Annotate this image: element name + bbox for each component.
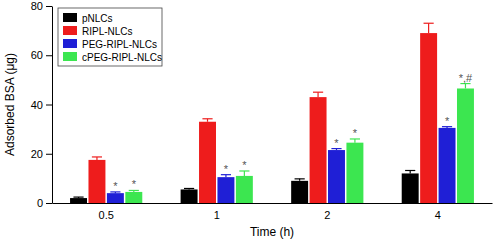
y-tick-mark [46, 6, 52, 7]
significance-label: * [334, 137, 339, 149]
y-tick-mark [46, 203, 52, 204]
plot: 0 20 40 60 80 0.5 1 2 4 * * * * * * * *,# pNLCs RIPL-NLCs P… [31, 0, 493, 221]
legend-item: cPEG-RIPL-NLCs [63, 52, 162, 63]
y-tick-label: 40 [31, 99, 43, 111]
y-tick-label: 0 [37, 197, 43, 209]
bar [236, 176, 253, 203]
chart: 0 20 40 60 80 0.5 1 2 4 * * * * * * * *,# pNLCs RIPL-NLCs P… [0, 0, 500, 241]
legend-swatch [63, 52, 77, 61]
error-bar [244, 171, 245, 176]
bar [70, 198, 87, 203]
significance-label: *,# [459, 72, 473, 84]
error-cap [184, 188, 194, 189]
x-tick-label: 1 [214, 209, 220, 221]
series [125, 84, 474, 203]
y-tick-label: 80 [31, 0, 43, 12]
y-tick-mark [46, 154, 52, 155]
legend-swatch [63, 13, 77, 22]
x-tick: 2 [324, 203, 330, 221]
y-tick-mark [46, 105, 52, 106]
bar [291, 181, 308, 203]
error-bar [317, 92, 318, 97]
legend-swatch [63, 26, 77, 35]
x-tick: 1 [214, 203, 220, 221]
y-axis: 0 20 40 60 80 [31, 0, 53, 209]
legend-item: RIPL-NLCs [63, 26, 133, 37]
series [107, 127, 456, 203]
significance-label: * [242, 159, 247, 171]
y-axis-title: Adsorbed BSA (μg) [3, 53, 17, 156]
y-axis-line [52, 7, 53, 204]
y-tick-label: 60 [31, 49, 43, 61]
bar [328, 150, 345, 203]
bar [181, 189, 198, 203]
legend-label: cPEG-RIPL-NLCs [82, 52, 162, 63]
error-cap [92, 156, 102, 157]
series [70, 170, 419, 203]
bar [125, 192, 142, 203]
x-tick-label: 4 [435, 209, 441, 221]
bar [310, 97, 327, 203]
bar [199, 122, 216, 203]
bar [439, 128, 456, 203]
legend: pNLCs RIPL-NLCs PEG-RIPL-NLCs cPEG-RIPL-NLC… [58, 8, 162, 66]
bar [420, 33, 437, 203]
error-cap [295, 178, 305, 179]
legend-swatch [63, 39, 77, 48]
x-tick: 4 [435, 203, 441, 221]
error-cap [73, 196, 83, 197]
x-tick-label: 2 [324, 209, 330, 221]
significance-label: * [445, 115, 450, 127]
bar [402, 173, 419, 203]
legend-item: pNLCs [63, 13, 113, 24]
significance-label: * [224, 163, 229, 175]
legend-frame [58, 8, 162, 66]
bar [107, 193, 124, 203]
y-tick-mark [46, 55, 52, 56]
annotations: * * * * * * * *,# [113, 72, 473, 192]
error-cap [313, 92, 323, 93]
significance-label: * [353, 127, 358, 139]
significance-label: * [113, 180, 118, 192]
y-tick: 0 [37, 197, 52, 209]
y-tick-label: 20 [31, 148, 43, 160]
y-tick: 40 [31, 99, 52, 111]
x-axis: 0.5 1 2 4 [53, 203, 493, 221]
y-tick: 60 [31, 49, 52, 61]
legend-label: PEG-RIPL-NLCs [82, 39, 157, 50]
x-axis-line [53, 203, 493, 204]
error-bar [428, 23, 429, 33]
bar [88, 160, 105, 203]
error-cap [424, 23, 434, 24]
x-axis-title: Time (h) [250, 225, 294, 239]
bar [346, 143, 363, 203]
error-cap [202, 118, 212, 119]
bar [457, 88, 474, 203]
x-tick-label: 0.5 [99, 209, 114, 221]
significance-label: * [132, 178, 137, 190]
legend-item: PEG-RIPL-NLCs [63, 39, 157, 50]
x-tick: 0.5 [99, 203, 114, 221]
y-tick: 80 [31, 0, 52, 12]
legend-label: RIPL-NLCs [82, 26, 133, 37]
error-cap [405, 170, 415, 171]
bar [217, 177, 234, 203]
error-bar [465, 84, 466, 89]
y-tick: 20 [31, 148, 52, 160]
legend-label: pNLCs [82, 13, 113, 24]
